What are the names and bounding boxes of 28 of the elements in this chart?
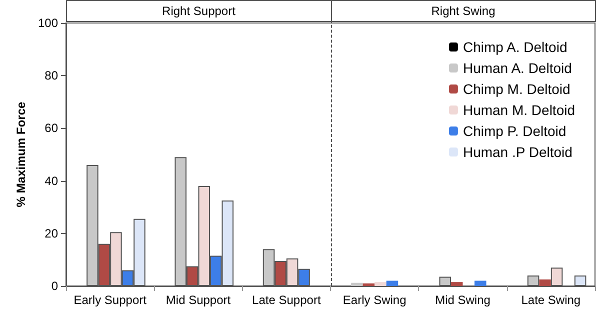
y-tick-label: 40 (44, 174, 58, 188)
bar (539, 279, 551, 286)
legend-label: Chimp M. Deltoid (462, 81, 570, 97)
y-tick-label: 60 (44, 121, 58, 136)
y-tick-label: 0 (51, 279, 58, 293)
x-tick-label: Early Support (74, 293, 148, 307)
x-tick-label: Late Support (252, 293, 322, 307)
x-tick-label: Early Swing (342, 293, 406, 307)
legend-label: Human .P Deltoid (462, 144, 572, 160)
y-tick-label: 100 (38, 16, 58, 30)
text: Right Support (66, 0, 332, 22)
bar (351, 282, 363, 286)
y-axis-title: % Maximum Force (14, 102, 28, 208)
bar (362, 283, 375, 286)
legend-label: Human A. Deltoid (462, 60, 572, 76)
x-tick-label: Late Swing (521, 293, 581, 307)
bar (474, 280, 486, 286)
text: Right Swing (330, 0, 596, 22)
bar (450, 282, 463, 286)
y-tick-label: 80 (44, 68, 58, 83)
bar (374, 282, 386, 286)
y-tick-label: 20 (44, 226, 58, 240)
legend-label: Human M. Deltoid (462, 102, 576, 118)
legend-label: Chimp P. Deltoid (462, 123, 566, 139)
x-tick-label: Mid Support (166, 293, 232, 307)
legend-label: Chimp A. Deltoid (462, 39, 568, 55)
bar (386, 280, 398, 286)
x-tick-label: Mid Swing (435, 293, 490, 307)
